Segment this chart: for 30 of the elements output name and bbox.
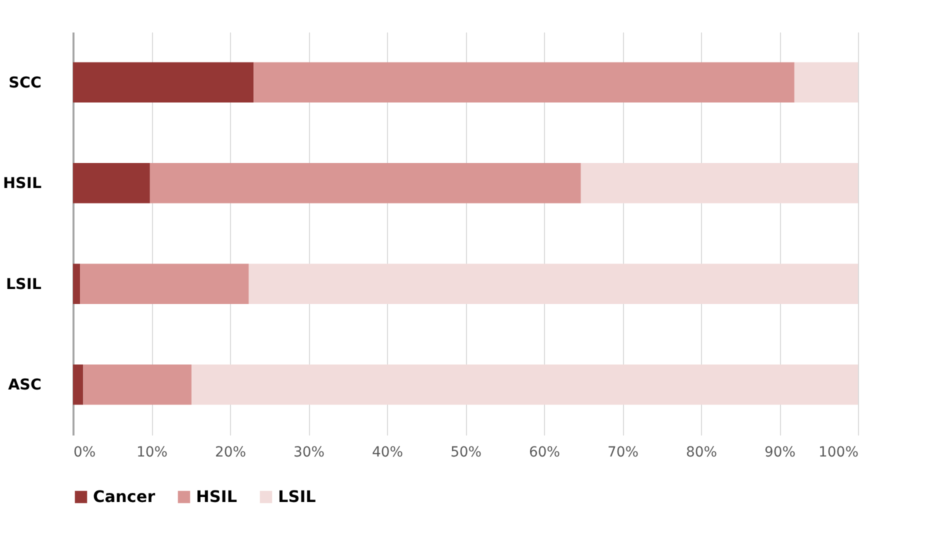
bar [73, 162, 150, 204]
bar [794, 62, 858, 103]
x-tick-label: 90% [764, 444, 796, 460]
legend-label: Cancer [93, 487, 156, 506]
x-tick-label: 100% [818, 444, 858, 460]
bar [73, 364, 84, 405]
y-tick-label: SCC [8, 73, 42, 92]
bar [83, 364, 192, 405]
y-tick-label: LSIL [6, 274, 42, 293]
bar [73, 264, 80, 304]
bar [248, 264, 858, 304]
bar [580, 162, 858, 204]
x-tick-label: 20% [214, 444, 246, 460]
bar [150, 162, 581, 204]
x-tick-label: 80% [686, 444, 718, 460]
bar [254, 62, 794, 103]
x-tick-label: 50% [450, 444, 482, 460]
x-tick-label: 40% [372, 444, 404, 460]
bar [80, 264, 249, 304]
x-tick-label: 30% [293, 444, 325, 460]
legend-label: HSIL [196, 487, 238, 506]
bar [73, 62, 254, 103]
bar [192, 364, 858, 405]
y-tick-label: HSIL [3, 174, 42, 192]
x-tick-label: 10% [136, 444, 168, 460]
x-tick-label: 60% [528, 444, 560, 460]
x-tick-label: 0% [74, 444, 96, 460]
legend-label: LSIL [278, 487, 316, 506]
y-tick-label: ASC [8, 376, 42, 394]
x-tick-label: 70% [607, 444, 639, 460]
